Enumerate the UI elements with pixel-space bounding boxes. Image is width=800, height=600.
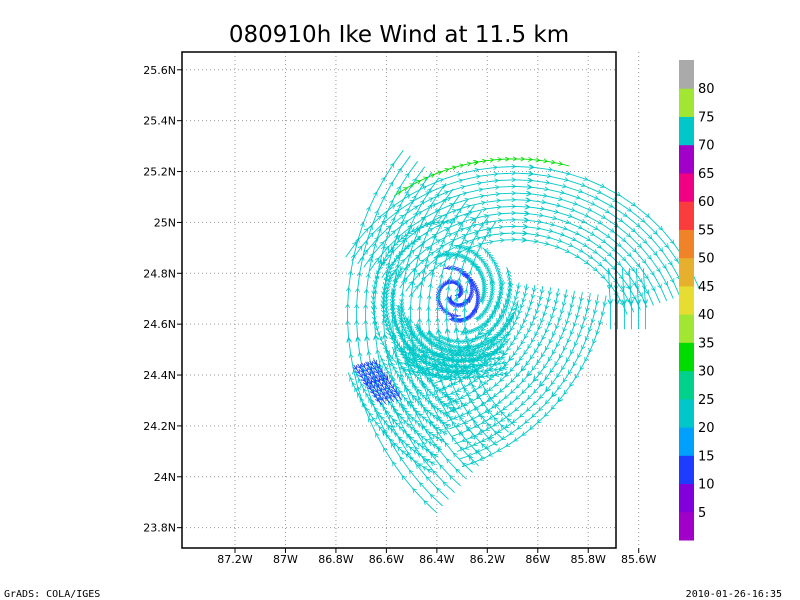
colorbar-label: 10	[698, 478, 715, 493]
y-tick-label: 23.8N	[143, 522, 176, 535]
streamline-northeast-jet	[393, 159, 570, 197]
colorbar: 5 10 15 20 25 30 35 40 45 50 55 60 65 70 75 80	[679, 60, 715, 541]
footer-left: GrADS: COLA/IGES	[4, 589, 100, 600]
colorbar-swatch	[679, 257, 694, 287]
streamline-arrow	[346, 337, 352, 343]
colorbar-label: 50	[698, 252, 715, 267]
x-tick-label: 87.2W	[217, 553, 252, 566]
streamline-west-band	[447, 210, 503, 440]
streamline-arrow	[642, 299, 648, 305]
colorbar-swatch	[679, 116, 694, 146]
colorbar-swatch	[679, 172, 694, 202]
colorbar-swatch	[679, 370, 694, 400]
colorbar-swatch	[679, 285, 694, 315]
x-tick-label: 87W	[273, 553, 298, 566]
streamline-arrow	[452, 374, 459, 380]
colorbar-label: 80	[698, 82, 715, 97]
y-tick-label: 25N	[154, 216, 176, 229]
colorbar-label: 25	[698, 393, 715, 408]
x-tick-label: 86W	[525, 553, 550, 566]
y-axis: 23.8N 24N 24.2N 24.4N 24.6N 24.8N 25N 25.2N 25.4…	[143, 64, 182, 535]
streamline-arrow	[557, 396, 563, 403]
y-tick-label: 25.6N	[143, 64, 176, 77]
x-tick-label: 86.8W	[318, 553, 353, 566]
y-tick-label: 24N	[154, 471, 176, 484]
colorbar-swatch	[679, 60, 694, 89]
streamline-arrow	[635, 299, 641, 305]
streamline-arrow	[382, 430, 388, 437]
streamline-east-strip	[608, 268, 610, 330]
colorbar-swatch	[679, 314, 694, 343]
colorbar-label: 35	[698, 336, 715, 351]
y-tick-label: 25.4N	[143, 115, 176, 128]
streamline-arrow	[621, 299, 627, 305]
streamline-northeast-band	[405, 233, 635, 313]
y-tick-label: 24.8N	[143, 267, 176, 280]
colorbar-swatch	[679, 201, 694, 230]
colorbar-label: 45	[698, 280, 715, 295]
plot-frame	[181, 51, 617, 549]
chart-title: 080910h Ike Wind at 11.5 km	[229, 22, 569, 48]
x-axis: 87.2W 87W 86.8W 86.6W 86.4W 86.2W 86W 85.8W 85.6…	[217, 548, 657, 566]
streamline-east-strip	[622, 268, 624, 330]
streamline-east-strip	[636, 268, 638, 330]
streamline-inner-spiral	[461, 247, 501, 333]
colorbar-label: 40	[698, 308, 715, 323]
colorbar-label: 5	[698, 506, 706, 521]
colorbar-label: 30	[698, 365, 715, 380]
streamline-east-strip	[643, 268, 645, 330]
colorbar-label: 65	[698, 167, 715, 182]
colorbar-swatch	[679, 229, 694, 259]
y-tick-label: 24.4N	[143, 369, 176, 382]
streamline-northeast-band	[351, 173, 694, 292]
streamline-arrow	[473, 160, 479, 166]
colorbar-swatch	[679, 342, 694, 372]
streamline-arrow	[445, 278, 452, 285]
colorbar-swatch	[679, 398, 694, 428]
streamline-arrow	[607, 299, 613, 305]
x-tick-label: 86.4W	[419, 553, 454, 566]
footer-right: 2010-01-26-16:35	[686, 589, 782, 600]
colorbar-label: 15	[698, 449, 715, 464]
colorbar-swatch	[679, 427, 694, 456]
streamline-south-arc	[398, 366, 510, 377]
y-tick-label: 24.2N	[143, 420, 176, 433]
x-tick-label: 85.8W	[571, 553, 606, 566]
y-tick-label: 25.2N	[143, 166, 176, 179]
colorbar-swatch	[679, 88, 694, 117]
colorbar-label: 60	[698, 195, 715, 210]
colorbar-swatch	[679, 511, 694, 541]
x-tick-label: 86.2W	[470, 553, 505, 566]
colorbar-label: 55	[698, 223, 715, 238]
x-tick-label: 85.6W	[621, 553, 656, 566]
streamline-northeast-band	[381, 206, 661, 304]
x-tick-label: 86.6W	[369, 553, 404, 566]
colorbar-label: 70	[698, 139, 715, 154]
colorbar-swatch	[679, 455, 694, 485]
grid	[182, 52, 640, 548]
streamlines	[346, 150, 701, 514]
colorbar-swatch	[679, 483, 694, 513]
streamline-arrow	[628, 299, 634, 305]
y-tick-label: 24.6N	[143, 318, 176, 331]
colorbar-label: 75	[698, 110, 715, 125]
colorbar-label: 20	[698, 421, 715, 436]
colorbar-swatch	[679, 144, 694, 174]
streamline-arrow	[382, 374, 389, 381]
streamline-east-strip	[629, 268, 631, 330]
streamline-northeast-band	[411, 240, 628, 315]
